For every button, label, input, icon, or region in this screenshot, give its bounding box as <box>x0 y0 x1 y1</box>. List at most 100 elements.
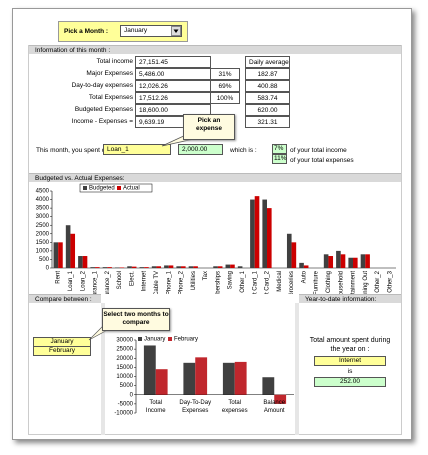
bar <box>114 267 120 268</box>
row-daily: 182.87 <box>245 68 290 80</box>
legend-swatch <box>138 337 142 341</box>
row-label: Major Expenses <box>86 70 133 77</box>
x-tick-label: Tax <box>203 271 209 280</box>
bar <box>237 266 243 268</box>
bar <box>250 199 255 268</box>
bar <box>274 394 287 404</box>
bar <box>222 362 235 395</box>
bar <box>164 265 169 268</box>
x-tick-label: Groceries <box>289 271 295 294</box>
bar <box>156 266 162 268</box>
y-tick-label: 15000 <box>116 365 133 371</box>
bar <box>155 369 168 395</box>
bar <box>151 266 157 268</box>
row-pct: 100% <box>210 92 240 104</box>
y-tick-label: 4500 <box>36 189 50 195</box>
bar <box>90 267 95 268</box>
bar <box>65 225 71 268</box>
bar <box>267 208 272 268</box>
section-header: Information of this month : <box>29 45 401 54</box>
x-tick-label: Internet <box>142 271 148 292</box>
x-tick-label: Utilities <box>191 271 197 290</box>
x-tick-label: Phone_2 <box>179 270 185 294</box>
bar <box>254 196 260 268</box>
x-tick-label: Insurance_2 <box>105 270 111 294</box>
which-text: which is : <box>230 147 257 154</box>
dropdown-arrow <box>173 29 179 33</box>
ytd-text: Total amount spent during the year on : <box>309 337 391 353</box>
x-tick-label: Elect. <box>129 271 135 286</box>
month-select[interactable]: February <box>33 346 91 356</box>
bar <box>262 377 275 395</box>
bar <box>183 362 196 395</box>
x-tick-label: Phone_1 <box>166 270 172 294</box>
legend-box <box>79 183 153 193</box>
bar <box>193 266 198 268</box>
x-tick-label: Entertainment <box>351 271 357 294</box>
income-text: of your total income <box>290 147 347 154</box>
y-tick-label: -10000 <box>114 411 133 417</box>
row-daily: 583.74 <box>245 92 290 104</box>
legend-swatch <box>168 337 172 341</box>
bar <box>176 266 181 268</box>
bar <box>70 233 76 268</box>
y-tick-label: 2000 <box>36 231 50 237</box>
bar <box>82 256 88 268</box>
y-tick-label: 1500 <box>36 240 50 246</box>
row-daily: 620.00 <box>245 104 290 116</box>
legend-swatch <box>83 186 87 190</box>
bar <box>291 242 297 268</box>
bar <box>286 233 292 268</box>
legend-label: January <box>144 337 165 343</box>
legend-label: Actual <box>123 186 140 192</box>
x-tick-label: Other_2 <box>375 270 381 292</box>
bar <box>144 267 149 268</box>
y-tick-label: 5000 <box>120 383 134 389</box>
x-tick-label: School <box>117 271 123 289</box>
x-tick-label: Furniture <box>314 270 320 294</box>
bar <box>353 257 358 268</box>
y-tick-label: 25000 <box>116 347 133 353</box>
chart: -10000 -5000 0 5000 10000 15000 20000 25000 3000… <box>114 337 294 417</box>
row-pct: 69% <box>210 80 240 92</box>
x-tick-label: Saving <box>228 271 234 289</box>
y-tick-label: 3500 <box>36 206 50 212</box>
ytd-item[interactable]: Internet <box>314 356 386 366</box>
legend-label: February <box>174 337 198 343</box>
y-tick-label: 4000 <box>36 197 50 203</box>
callout: Pick an expense <box>183 114 235 140</box>
row-label: Budgeted Expenses <box>74 106 133 113</box>
bar <box>262 199 267 268</box>
chart-panel <box>101 303 299 435</box>
expense-text: of your total expenses <box>290 157 354 164</box>
row-label: Day-to-day expenses <box>71 82 133 89</box>
x-tick-label: Total Income <box>146 400 166 414</box>
row-value: 17,512.26 <box>135 92 211 104</box>
y-tick-label: 3000 <box>36 214 50 220</box>
x-tick-label: Rent <box>56 271 62 284</box>
bar <box>213 266 218 268</box>
spent-amount: 2,000.00 <box>178 144 223 155</box>
bar <box>78 256 83 268</box>
section-header: Budgeted vs. Actual Expenses: <box>29 173 401 182</box>
x-tick-label: Day-To-Day Expenses <box>179 400 211 414</box>
x-tick-label: Memberships <box>215 271 221 294</box>
bar <box>348 257 353 268</box>
section-header: Compare between : <box>29 294 101 303</box>
row-pct: 31% <box>210 68 240 80</box>
bar <box>234 361 247 395</box>
income-pct: 7% <box>272 144 287 154</box>
month-dropdown[interactable]: January <box>120 25 182 37</box>
x-tick-label: Other_3 <box>387 270 393 292</box>
bar <box>188 266 194 268</box>
y-tick-label: -5000 <box>118 401 134 407</box>
y-tick-label: 0 <box>130 392 134 398</box>
expense-picker[interactable]: Loan_1 <box>103 144 171 155</box>
bar <box>119 267 125 268</box>
row-label: Total Expenses <box>88 94 133 101</box>
x-tick-label: Auto <box>301 270 307 283</box>
x-tick-label: Dining Out <box>363 271 369 294</box>
row-daily: 400.88 <box>245 80 290 92</box>
bar <box>53 242 59 268</box>
dropdown-button[interactable] <box>171 26 181 36</box>
